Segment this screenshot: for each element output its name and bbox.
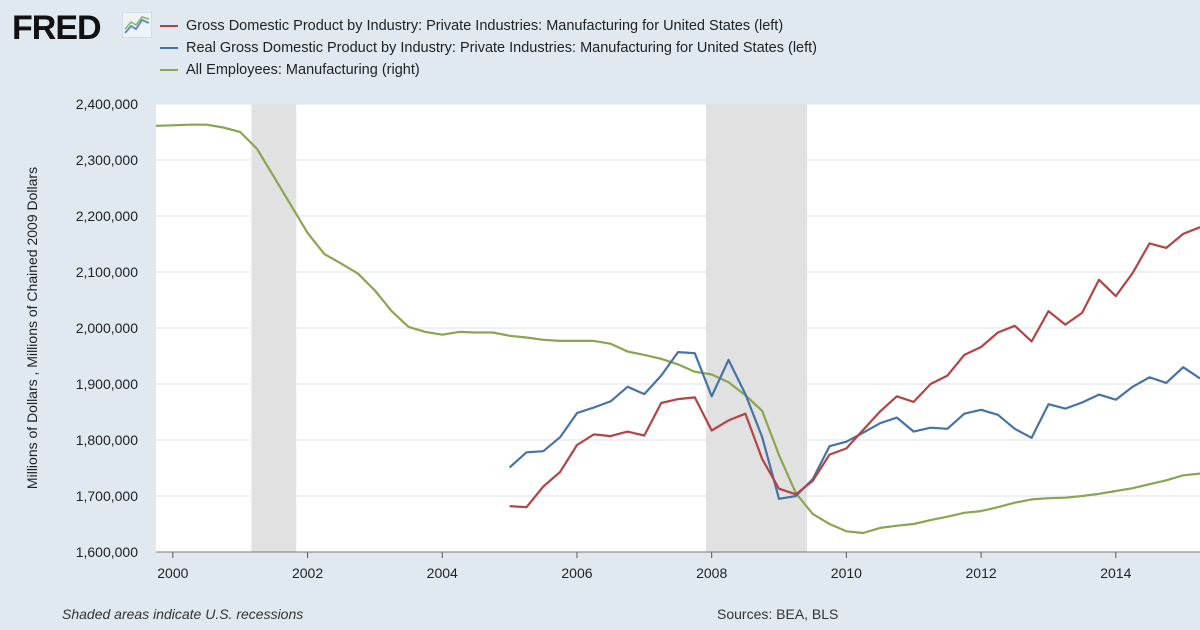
y-tick-label: 2,000,000 [76,320,138,336]
sources-note: Sources: BEA, BLS [717,606,839,622]
legend-swatch-real [160,47,178,49]
y-tick-label: 1,600,000 [76,544,138,560]
x-tick-label: 2012 [966,565,997,581]
x-tick-label: 2008 [696,565,727,581]
y-tick-label: 2,100,000 [76,264,138,280]
line-chart: 1,600,000 1,700,000 1,800,000 1,900,000 2,00… [24,96,1200,581]
y-tick-label: 2,300,000 [76,152,138,168]
x-tick-label: 2002 [292,565,323,581]
legend-item-nominal: Gross Domestic Product by Industry: Priv… [160,15,817,37]
y-tick-label: 1,800,000 [76,432,138,448]
real-gdp-line [508,351,1200,500]
y-tick-label: 1,700,000 [76,488,138,504]
x-tick-label: 2004 [427,565,458,581]
x-tick-label: 2014 [1100,565,1131,581]
fred-logo: FRED [12,9,102,47]
y-tick-label: 2,200,000 [76,208,138,224]
fred-chart-icon [122,12,152,38]
legend-item-real: Real Gross Domestic Product by Industry:… [160,37,817,59]
x-tick-label: 2010 [831,565,862,581]
x-tick-label: 2006 [561,565,592,581]
recession-note: Shaded areas indicate U.S. recessions [62,606,304,622]
x-tick-label: 2000 [157,565,188,581]
y-tick-label: 1,900,000 [76,376,138,392]
legend-item-employees: All Employees: Manufacturing (right) [160,59,817,81]
y-axis-label: Millions of Dollars , Millions of Chaine… [24,167,40,489]
legend-swatch-nominal [160,25,178,27]
legend-label-real: Real Gross Domestic Product by Industry:… [186,40,818,56]
legend-label-employees: All Employees: Manufacturing (right) [186,62,420,78]
legend-swatch-employees [160,69,178,71]
chart-legend: Gross Domestic Product by Industry: Priv… [160,15,817,81]
y-tick-label: 2,400,000 [76,96,138,112]
nominal-gdp-line [509,226,1200,509]
legend-label-nominal: Gross Domestic Product by Industry: Priv… [186,18,784,34]
employees-line [156,123,1200,535]
